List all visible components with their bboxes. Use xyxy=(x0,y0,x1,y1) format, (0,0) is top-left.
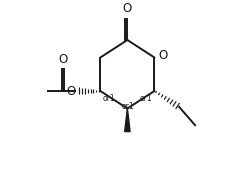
Polygon shape xyxy=(125,109,130,132)
Text: O: O xyxy=(67,85,76,98)
Text: or1: or1 xyxy=(103,94,115,103)
Text: or1: or1 xyxy=(139,94,152,103)
Text: O: O xyxy=(58,53,67,66)
Text: or1: or1 xyxy=(122,102,134,111)
Text: O: O xyxy=(123,2,132,15)
Text: O: O xyxy=(158,49,167,62)
